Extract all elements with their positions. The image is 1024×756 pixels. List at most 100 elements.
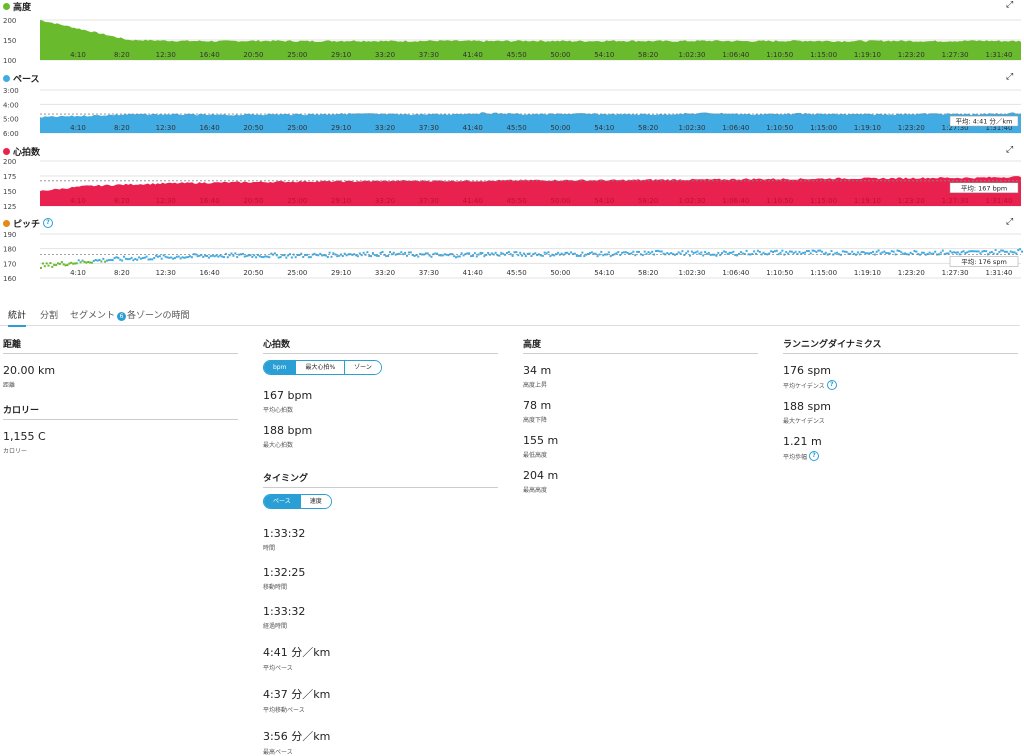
cadence-point — [309, 256, 312, 259]
tab-splits[interactable]: 分割 — [40, 311, 59, 321]
pace-button[interactable]: ペース — [264, 495, 301, 508]
cadence-point — [645, 252, 648, 255]
cadence-point — [523, 252, 525, 255]
cadence-point — [634, 254, 637, 257]
x-tick-label: 54:10 — [594, 124, 614, 132]
elevation-area — [40, 20, 1021, 60]
cadence-point — [958, 253, 961, 256]
cadence-point — [681, 250, 684, 253]
y-tick-label: 200 — [3, 158, 16, 166]
x-tick-label: 45:50 — [506, 197, 526, 205]
cadence-point — [85, 261, 88, 264]
x-tick-label: 16:40 — [199, 51, 219, 59]
speed-button[interactable]: 速度 — [300, 495, 331, 508]
pace-average-label: 平均: 4:41 分／km — [949, 115, 1019, 127]
cadence-point — [70, 261, 73, 264]
cadence-chart-header: ピッチ ? — [3, 217, 54, 230]
cadence-point — [419, 252, 422, 255]
cadence-point — [513, 251, 516, 254]
cadence-point — [541, 254, 544, 257]
cadence-point — [815, 251, 818, 254]
x-tick-label: 41:40 — [463, 124, 483, 132]
cadence-point — [132, 259, 135, 262]
cadence-point — [807, 250, 810, 252]
cadence-point — [319, 252, 322, 255]
cadence-point — [781, 249, 784, 252]
tab-zone-time[interactable]: 各ゾーンの時間 — [127, 311, 190, 321]
cadence-point — [236, 256, 239, 259]
cadence-point — [102, 257, 105, 260]
cadence-point — [819, 249, 822, 252]
x-tick-label: 4:10 — [70, 124, 86, 132]
cadence-point — [730, 251, 733, 254]
cadence-point — [968, 250, 971, 253]
cadence-point — [424, 252, 427, 255]
x-tick-label: 8:20 — [114, 51, 130, 59]
cadence-point — [51, 265, 54, 268]
cadence-point — [694, 251, 697, 254]
avg-pace-value: 4:41 分／km — [263, 646, 331, 659]
bpm-button[interactable]: bpm — [264, 361, 297, 374]
cadence-point — [596, 255, 599, 258]
x-tick-label: 1:19:10 — [854, 197, 881, 205]
max-hr-percent-button[interactable]: 最大心拍% — [296, 361, 346, 374]
x-tick-label: 25:00 — [287, 197, 307, 205]
x-tick-label: 4:10 — [70, 269, 86, 277]
cadence-point — [966, 251, 969, 254]
cadence-point — [270, 252, 273, 255]
expand-icon[interactable]: ⤢ — [1006, 0, 1014, 10]
cadence-point — [787, 252, 790, 255]
cadence-point — [838, 253, 840, 256]
cadence-point — [228, 254, 231, 257]
expand-icon[interactable]: ⤢ — [1006, 217, 1014, 227]
cadence-point — [436, 252, 439, 255]
max-heart-rate-label: 最大心拍数 — [263, 442, 294, 449]
cadence-point — [662, 252, 665, 255]
cadence-point — [349, 253, 352, 256]
elevation-plot: 200 150 100 4:10 8:20 12:30 16:40 20:50 25:00 29:… — [3, 17, 1021, 65]
cadence-point — [994, 249, 997, 252]
x-tick-label: 50:00 — [550, 124, 570, 132]
cadence-point — [1005, 250, 1008, 253]
x-tick-label: 33:20 — [375, 124, 395, 132]
tab-segments[interactable]: セグメント 6 — [70, 308, 127, 321]
cadence-point — [447, 254, 450, 257]
x-tick-label: 1:02:30 — [679, 51, 706, 59]
expand-icon[interactable]: ⤢ — [1006, 145, 1014, 155]
average-label-box — [949, 182, 1019, 194]
cadence-point — [117, 256, 120, 259]
cadence-point — [326, 256, 329, 258]
x-tick-label: 1:31:40 — [986, 269, 1013, 277]
cadence-point — [204, 254, 207, 257]
help-icon[interactable]: ? — [43, 218, 54, 228]
y-tick-label: 150 — [3, 188, 16, 196]
cadence-point — [1017, 249, 1020, 252]
cadence-point — [941, 249, 944, 252]
help-icon[interactable]: ? — [809, 451, 820, 461]
zone-button[interactable]: ゾーン — [345, 361, 381, 374]
cadence-point — [753, 250, 756, 253]
cadence-point — [83, 260, 86, 263]
pace-plot: 3:00 4:00 5:00 6:00 4:10 8:20 12:30 16:40 20:50 2… — [3, 87, 1021, 138]
descent-value: 78 m — [523, 399, 552, 412]
time-label: 時間 — [263, 545, 276, 552]
cadence-point — [162, 254, 165, 257]
x-tick-label: 50:00 — [550, 269, 570, 277]
cadence-point — [153, 257, 156, 259]
cadence-point — [632, 250, 635, 253]
cadence-point — [90, 261, 93, 264]
x-tick-label: 1:19:10 — [854, 124, 881, 132]
tab-stats[interactable]: 統計 — [8, 308, 27, 327]
heart-rate-unit-toggle: bpm 最大心拍% ゾーン — [263, 360, 382, 375]
cadence-point — [592, 252, 595, 255]
expand-icon[interactable]: ⤢ — [1006, 72, 1014, 82]
cadence-point — [370, 255, 373, 258]
cadence-point — [960, 251, 963, 254]
max-cadence-value: 188 spm — [783, 400, 831, 413]
y-tick-label: 190 — [3, 231, 16, 239]
elevation-chart-header: 高度 — [3, 0, 31, 13]
help-icon[interactable]: ? — [826, 380, 837, 390]
cadence-point — [560, 252, 563, 255]
cadence-point — [745, 249, 748, 252]
cadence-point — [75, 262, 78, 265]
